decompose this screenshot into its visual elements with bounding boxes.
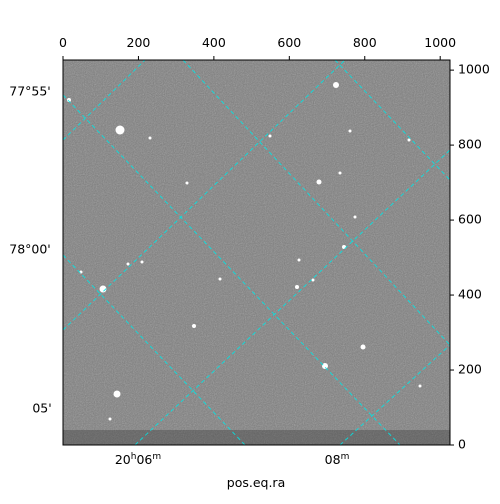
- x-tick-label: 0: [59, 35, 67, 50]
- dec-label: 78°00': [9, 242, 51, 257]
- y-tick-label: 400: [458, 287, 482, 302]
- dec-label: 77°55': [9, 84, 51, 99]
- x-axis-label: pos.eq.ra: [227, 475, 285, 490]
- stars: [67, 82, 422, 421]
- ra-part: m: [341, 452, 350, 462]
- x-tick-label: 1000: [424, 35, 456, 50]
- ra-part: h: [131, 452, 137, 462]
- sky-image: [63, 60, 450, 445]
- dec-label: 05': [32, 401, 51, 416]
- y-tick-label: 200: [458, 362, 482, 377]
- ra-part: m: [152, 452, 161, 462]
- x-tick-label: 600: [277, 35, 301, 50]
- ra-label: 08m: [325, 452, 350, 467]
- x-tick-label: 800: [353, 35, 377, 50]
- ra-part: 20: [115, 452, 131, 467]
- y-tick-label: 0: [458, 437, 466, 452]
- x-tick-label: 200: [127, 35, 151, 50]
- y-tick-label: 600: [458, 212, 482, 227]
- ra-part: 06: [136, 452, 152, 467]
- axes-frame: [62, 59, 451, 446]
- y-tick-label: 1000: [458, 62, 490, 77]
- ra-part: 08: [325, 452, 341, 467]
- coordinate-grid: [63, 60, 450, 445]
- x-tick-label: 400: [202, 35, 226, 50]
- y-tick-label: 800: [458, 137, 482, 152]
- ticks: 0 200 400 600 800 1000 0 200 400 600 800 1000: [59, 35, 490, 452]
- ra-label: 20h06m: [115, 452, 161, 467]
